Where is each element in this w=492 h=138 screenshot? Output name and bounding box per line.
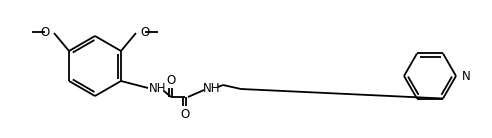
Text: O: O [141,26,150,39]
Text: NH: NH [203,82,221,95]
Text: N: N [462,70,471,83]
Text: O: O [166,74,176,87]
Text: O: O [40,26,50,39]
Text: O: O [181,108,189,121]
Text: NH: NH [149,83,167,95]
